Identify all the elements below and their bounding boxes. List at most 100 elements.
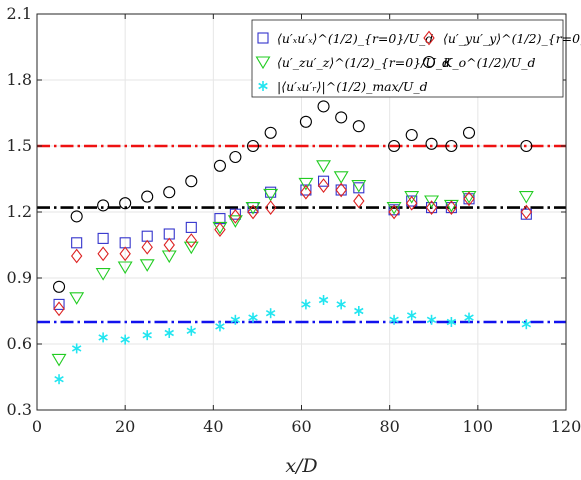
legend-marker-square <box>257 32 269 44</box>
legend: ⟨u′ₓu′ₓ⟩^(1/2)_{r=0}/U_d ⟨u′_yu′_y⟩^(1/2)… <box>251 19 581 98</box>
asterisk-stroke <box>318 296 329 304</box>
data-point-diamond <box>388 204 400 220</box>
data-point-asterisk <box>215 321 225 332</box>
y-tick-label: 0.6 <box>7 334 32 353</box>
data-point-diamond <box>185 233 197 249</box>
data-point-diamond <box>353 193 365 209</box>
data-point-asterisk <box>98 332 108 343</box>
y-tick-label: 1.2 <box>7 202 32 221</box>
data-point-triangle-down <box>245 202 261 215</box>
data-point-diamond <box>317 178 330 194</box>
data-point-diamond <box>425 200 438 216</box>
data-point-circle <box>264 126 277 139</box>
data-point-triangle-down <box>51 353 67 367</box>
data-point-triangle-down <box>95 268 111 281</box>
data-point-asterisk <box>164 328 174 338</box>
x-tick-label: 0 <box>32 417 42 436</box>
data-point-square <box>97 232 109 244</box>
data-point-asterisk <box>248 312 258 323</box>
legend-entry: K_o^(1/2)/U_d <box>442 55 535 70</box>
data-point-circle <box>405 128 418 142</box>
data-point-asterisk <box>142 330 152 341</box>
data-point-circle <box>163 186 176 199</box>
data-point-triangle-down <box>263 188 279 202</box>
data-point-circle <box>317 100 330 113</box>
data-point-asterisk <box>230 314 241 325</box>
asterisk-stroke <box>354 307 364 315</box>
data-point-asterisk <box>389 314 399 325</box>
data-point-asterisk <box>301 299 311 310</box>
asterisk-stroke <box>521 321 532 328</box>
data-point-diamond <box>520 204 533 220</box>
data-point-asterisk <box>406 310 417 321</box>
legend-marker-circle <box>422 55 436 69</box>
y-tick-label: 1.8 <box>7 70 32 89</box>
data-point-circle <box>97 199 110 212</box>
data-point-diamond <box>247 204 259 220</box>
reference-lines <box>37 144 566 324</box>
data-point-square <box>185 221 197 233</box>
y-tick-label: 1.5 <box>7 136 32 155</box>
legend-box <box>251 19 564 98</box>
asterisk-stroke <box>248 314 258 321</box>
data-point-diamond <box>53 301 65 317</box>
legend-marker-triangle-down <box>255 56 271 70</box>
data-point-triangle-down <box>424 195 440 209</box>
asterisk-stroke <box>120 336 130 343</box>
x-tick-label: 20 <box>115 417 135 436</box>
data-point-circle <box>70 210 83 223</box>
asterisk-stroke <box>389 316 399 323</box>
x-tick-label: 40 <box>203 417 223 436</box>
data-point-asterisk <box>426 314 437 325</box>
legend-entry: ⟨u′ₓu′ₓ⟩^(1/2)_{r=0}/U_d <box>277 31 433 46</box>
asterisk-stroke <box>301 301 311 308</box>
data-point-diamond <box>229 208 242 224</box>
data-markers <box>51 100 534 385</box>
data-point-diamond <box>70 248 83 264</box>
asterisk-stroke <box>54 376 64 383</box>
asterisk-stroke <box>98 334 108 341</box>
data-point-circle <box>445 139 458 153</box>
data-point-circle <box>141 190 154 203</box>
data-point-triangle-down <box>351 180 367 193</box>
asterisk-stroke <box>142 332 152 339</box>
data-point-square <box>71 237 83 249</box>
data-point-triangle-down <box>518 191 534 204</box>
y-tick-label: 0.9 <box>7 268 32 287</box>
data-point-diamond <box>406 195 418 211</box>
asterisk-stroke <box>265 310 276 317</box>
data-point-asterisk <box>265 308 276 319</box>
data-point-square <box>53 298 65 310</box>
data-point-triangle-down <box>139 259 155 272</box>
data-point-triangle-down <box>298 177 314 191</box>
asterisk-stroke <box>464 314 474 321</box>
data-point-diamond <box>214 222 226 238</box>
data-point-asterisk <box>336 299 346 310</box>
asterisk-stroke <box>426 316 437 323</box>
data-point-circle <box>462 126 476 139</box>
data-point-circle <box>352 120 365 133</box>
data-point-diamond <box>119 246 131 262</box>
data-point-circle <box>246 139 260 153</box>
data-point-diamond <box>264 200 277 216</box>
data-point-asterisk <box>120 334 130 345</box>
x-tick-label: 80 <box>379 417 399 436</box>
axis-ticks: 0 20 40 60 80 100 120 0.3 0.6 0.9 1.2 1.5 1.8 2.1 <box>7 4 581 436</box>
data-point-diamond <box>445 200 458 216</box>
data-point-triangle-down <box>386 202 402 215</box>
data-point-circle <box>335 111 348 124</box>
data-point-diamond <box>300 184 312 200</box>
data-point-diamond <box>97 246 109 262</box>
asterisk-stroke <box>446 318 457 326</box>
data-point-diamond <box>335 182 347 198</box>
asterisk-stroke <box>164 329 174 337</box>
data-point-circle <box>52 280 66 293</box>
data-point-asterisk <box>464 312 474 323</box>
data-point-triangle-down <box>333 171 349 184</box>
data-point-triangle-down <box>316 160 332 173</box>
data-point-asterisk <box>71 343 82 354</box>
x-tick-label: 60 <box>291 417 311 436</box>
data-point-circle <box>425 137 438 150</box>
data-point-diamond <box>463 191 475 207</box>
